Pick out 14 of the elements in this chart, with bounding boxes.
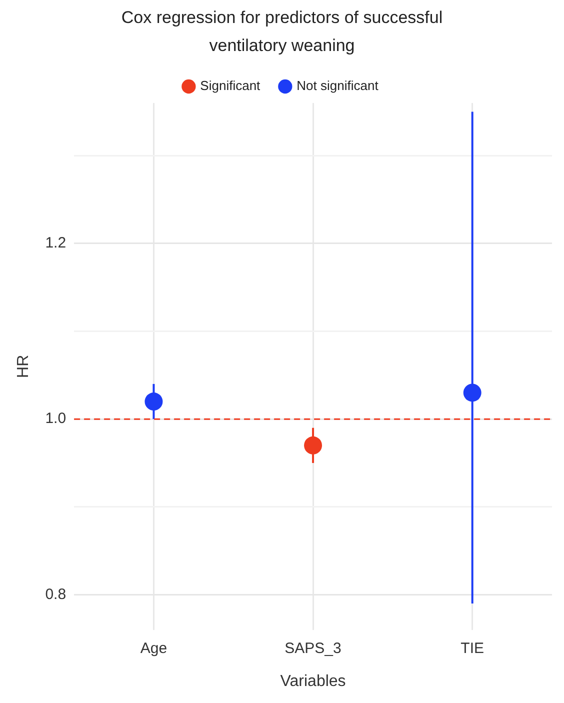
chart-title: Cox regression for predictors of successful ventilatory weaning [120,7,444,57]
point [304,436,322,454]
y-tick-label: 0.8 [45,586,66,603]
x-tick-label: Age [140,640,168,657]
y-axis-title: HR [15,354,32,378]
point [144,392,163,411]
point [463,384,482,402]
legend-label: Not significant [296,78,379,94]
x-axis-title: Variables [280,672,346,690]
x-tick-label: SAPS_3 [284,640,342,657]
legend-label: Significant [200,78,261,94]
x-tick-label: TIE [460,640,484,657]
y-tick-label: 1.2 [45,234,66,252]
y-tick-label: 1.0 [45,410,66,428]
